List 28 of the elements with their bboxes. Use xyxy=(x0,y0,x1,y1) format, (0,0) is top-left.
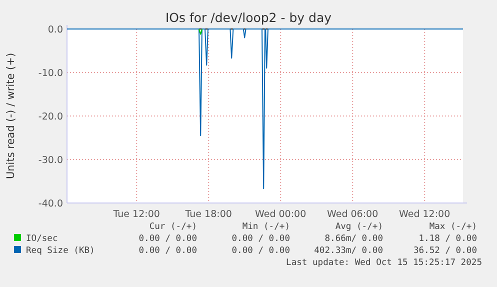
text: Min (-/+) xyxy=(242,222,290,232)
text: 0.00 / 0.00 xyxy=(138,246,197,256)
text: 1.18 / 0.00 xyxy=(418,234,477,244)
x-tick-label: Tue 12:00 xyxy=(112,209,160,220)
text: 36.52 / 0.00 xyxy=(413,246,477,256)
text: Avg (-/+) xyxy=(335,222,383,232)
x-tick-label: Tue 18:00 xyxy=(184,209,232,220)
x-tick-label: Wed 12:00 xyxy=(399,209,450,220)
text: 8.66m/ 0.00 xyxy=(324,234,383,244)
y-tick-label: -30.0 xyxy=(38,155,63,166)
text: Cur (-/+) xyxy=(149,222,197,232)
text: Max (-/+) xyxy=(429,222,477,232)
y-axis-title: Units read (-) / write (+) xyxy=(5,52,17,180)
text: 0.00 / 0.00 xyxy=(138,234,197,244)
chart-title: IOs for /dev/loop2 - by day xyxy=(165,10,332,25)
y-tick-label: -10.0 xyxy=(38,68,63,79)
text: 0.00 / 0.00 xyxy=(232,234,290,244)
y-tick-label: 0.0 xyxy=(48,24,63,36)
text: 402.33m/ 0.00 xyxy=(314,246,383,256)
legend-label: Req Size (KB) xyxy=(26,246,95,256)
legend-label: IO/sec xyxy=(26,234,58,244)
text: 0.00 / 0.00 xyxy=(232,246,290,256)
line-series xyxy=(66,28,464,190)
x-tick-label: Wed 00:00 xyxy=(255,209,306,220)
y-tick-label: -20.0 xyxy=(38,112,63,122)
x-tick-label: Wed 06:00 xyxy=(327,209,378,220)
text: Last update: Wed Oct 15 15:25:17 2025 xyxy=(286,258,482,268)
y-tick-label: -40.0 xyxy=(38,198,63,210)
